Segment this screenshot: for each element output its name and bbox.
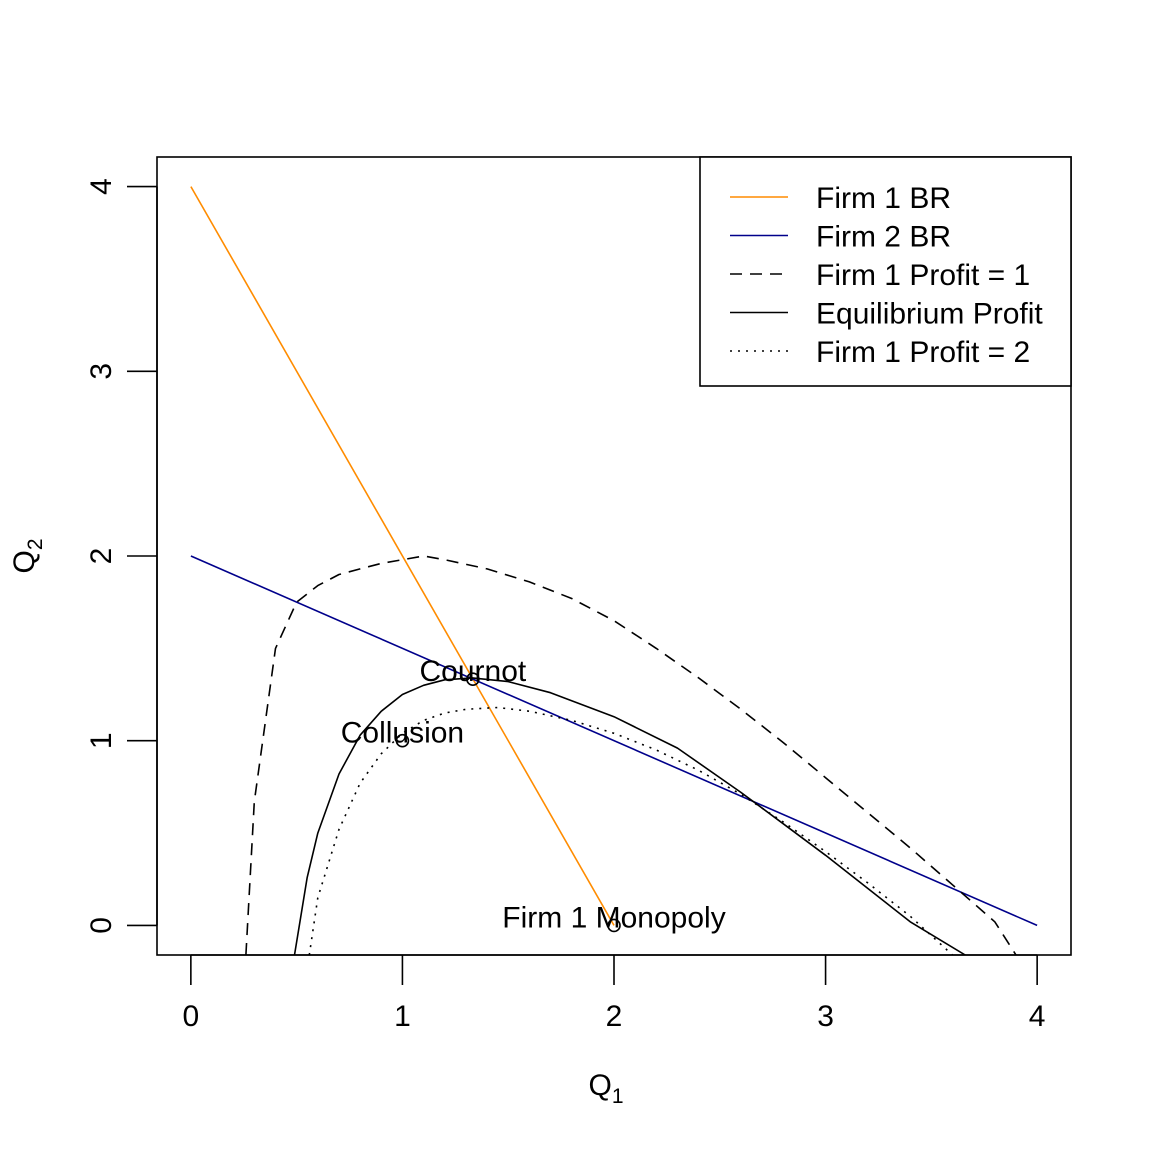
x-tick-label: 2: [606, 1000, 623, 1033]
y-axis: 0 1 2 3 4: [85, 178, 158, 934]
point-marker: [395, 733, 410, 748]
y-tick-label: 1: [85, 732, 118, 749]
point-marker: [466, 672, 480, 687]
y-tick-label: 3: [85, 363, 118, 380]
y-tick-label: 4: [85, 178, 118, 195]
y-axis-label: Q2: [8, 538, 47, 573]
point-label: Cournot: [420, 655, 527, 688]
series-layer: [190, 186, 1038, 955]
x-axis-label-main: Q: [588, 1069, 611, 1102]
x-tick-label: 3: [817, 1000, 834, 1033]
y-axis-label-main: Q: [8, 550, 41, 573]
x-axis-label: Q1: [588, 1069, 623, 1108]
x-tick-label: 0: [183, 1000, 200, 1033]
y-tick-label: 2: [85, 548, 118, 565]
x-tick-label: 1: [394, 1000, 411, 1033]
y-tick-label: 0: [85, 917, 118, 934]
legend-label: Firm 1 Profit = 1: [816, 259, 1030, 292]
point-marker: [607, 918, 621, 933]
point-label: Firm 1 Monopoly: [502, 901, 725, 934]
legend-label: Firm 2 BR: [816, 221, 951, 254]
y-axis-label-sub: 2: [24, 538, 47, 550]
legend-label: Equilibrium Profit: [816, 298, 1043, 331]
series-line-4: [293, 677, 966, 955]
series-line-1: [190, 186, 615, 926]
series-line-3: [245, 555, 1017, 955]
legend-box: [699, 156, 1072, 387]
series-line-2: [190, 555, 1038, 927]
point-label: Collusion: [341, 717, 464, 750]
points-layer: Cournot Collusion Firm 1 Monopoly: [341, 655, 726, 934]
x-axis-label-sub: 1: [612, 1085, 624, 1108]
legend-label: Firm 1 Profit = 2: [816, 336, 1030, 369]
series-line-5: [308, 706, 954, 955]
legend: Firm 1 BR Firm 2 BR Firm 1 Profit = 1 Equil…: [699, 156, 1072, 387]
legend-label: Firm 1 BR: [816, 182, 951, 215]
x-tick-label: 4: [1029, 1000, 1046, 1033]
x-axis: 0 1 2 3 4: [183, 954, 1046, 1033]
